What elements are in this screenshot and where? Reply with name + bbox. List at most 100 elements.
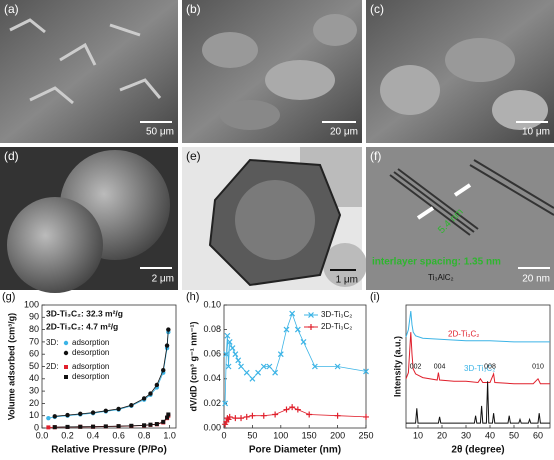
scale-bar-label: 10 μm [522,127,550,138]
legend-group: 3D: [46,338,58,347]
series-line [405,332,550,385]
data-point [334,363,341,370]
x-tick-label: 150 [302,430,317,440]
data-point [141,396,147,401]
data-point [78,424,83,429]
legend-marker [308,312,314,318]
panel-label: (e) [186,149,201,163]
x-axis-label: Relative Pressure (P/Po) [51,445,167,456]
data-point [78,411,83,417]
x-tick-label: 0.4 [87,430,100,440]
scale-bar-label: 1 μm [336,275,358,286]
data-point [222,400,229,407]
data-point [161,367,166,373]
legend-marker [64,375,68,379]
y-tick-label: 80 [29,324,39,334]
peak-label: 002 [410,363,422,370]
data-point [266,363,273,370]
panel-label: (i) [370,291,380,303]
y-tick-label: 10 [29,410,39,420]
x-tick-label: 40 [485,430,495,440]
data-point [91,424,96,429]
data-point [129,423,134,428]
micrograph-b: (b) 20 μm [182,0,362,143]
series-label: 3D-Ti₃C₂ [464,364,495,373]
legend-group: 2D: [46,362,58,371]
data-point [166,327,171,332]
peak-label: 010 [532,363,544,370]
x-tick-label: 0.2 [61,430,74,440]
data-point [294,406,301,413]
y-axis-label: Volume adsorbed (cm³/g) [6,313,16,420]
y-tick-label: 0.08 [203,324,221,334]
data-point [65,424,70,429]
micrograph-e: (e) 1 μm [182,147,367,290]
micrograph-a: (a) 50 μm [0,0,178,143]
legend-label: adsorption [72,362,109,371]
x-tick-label: 0.0 [36,430,49,440]
y-tick-label: 0.00 [203,422,221,432]
panel-label: (d) [4,149,19,163]
data-point [289,310,296,317]
data-point [255,369,262,376]
data-point [148,422,153,427]
x-tick-label: 50 [247,430,257,440]
x-axis-label: 2θ (degree) [451,445,504,456]
scale-bar-label: 2 μm [152,274,174,285]
y-tick-label: 0.10 [203,299,221,309]
scale-bar-label: 50 μm [146,127,174,138]
data-point [46,425,51,430]
legend-label: desorption [72,348,109,357]
data-point [238,363,244,370]
x-tick-label: 20 [437,430,447,440]
panel-label: (g) [2,291,15,303]
legend-label: adsorption [72,338,109,347]
y-tick-label: 0.06 [203,349,221,359]
data-point [306,411,313,418]
x-tick-label: 0 [221,430,226,440]
data-point [65,412,70,418]
series-label: Ti₃AlC₂ [428,273,454,282]
y-tick-label: 50 [29,361,39,371]
series-line [405,311,550,343]
series-line [406,381,550,424]
data-point [46,415,51,421]
data-point [224,332,231,339]
legend-label: 3D-Ti₃C₂ [321,310,352,319]
y-tick-label: 20 [29,398,39,408]
data-point [238,415,245,422]
annotation: 3D-Ti₃C₂: 32.3 m²/g [46,308,123,318]
data-point [161,419,166,424]
data-point [311,363,318,370]
legend-label: desorption [72,372,109,381]
data-point [283,406,290,413]
data-point [223,351,230,358]
peak-label: 004 [434,363,446,370]
data-point [165,415,170,420]
x-tick-label: 0.6 [112,430,125,440]
micrograph-c: (c) 10 μm [366,0,554,143]
y-tick-label: 0 [34,422,39,432]
x-tick-label: 1.0 [163,430,176,440]
data-point [300,338,307,345]
panel-label: (a) [4,2,19,16]
data-point [283,326,290,333]
x-tick-label: 200 [330,430,345,440]
y-tick-label: 100 [24,299,39,309]
scale-bar-label: 20 μm [330,127,358,138]
data-point [243,369,250,376]
panel-label: (f) [370,149,381,163]
data-point [260,363,267,370]
legend-label: 2D-Ti₃C₂ [321,322,352,331]
data-point [148,391,153,396]
data-point [334,412,341,419]
data-point [294,326,301,333]
y-tick-label: 0.02 [203,398,221,408]
panel-label: (h) [186,291,199,303]
data-point [154,382,160,388]
peak-label: 008 [484,363,496,370]
y-tick-label: 70 [29,336,39,346]
data-point [129,403,134,408]
data-point [363,413,369,420]
